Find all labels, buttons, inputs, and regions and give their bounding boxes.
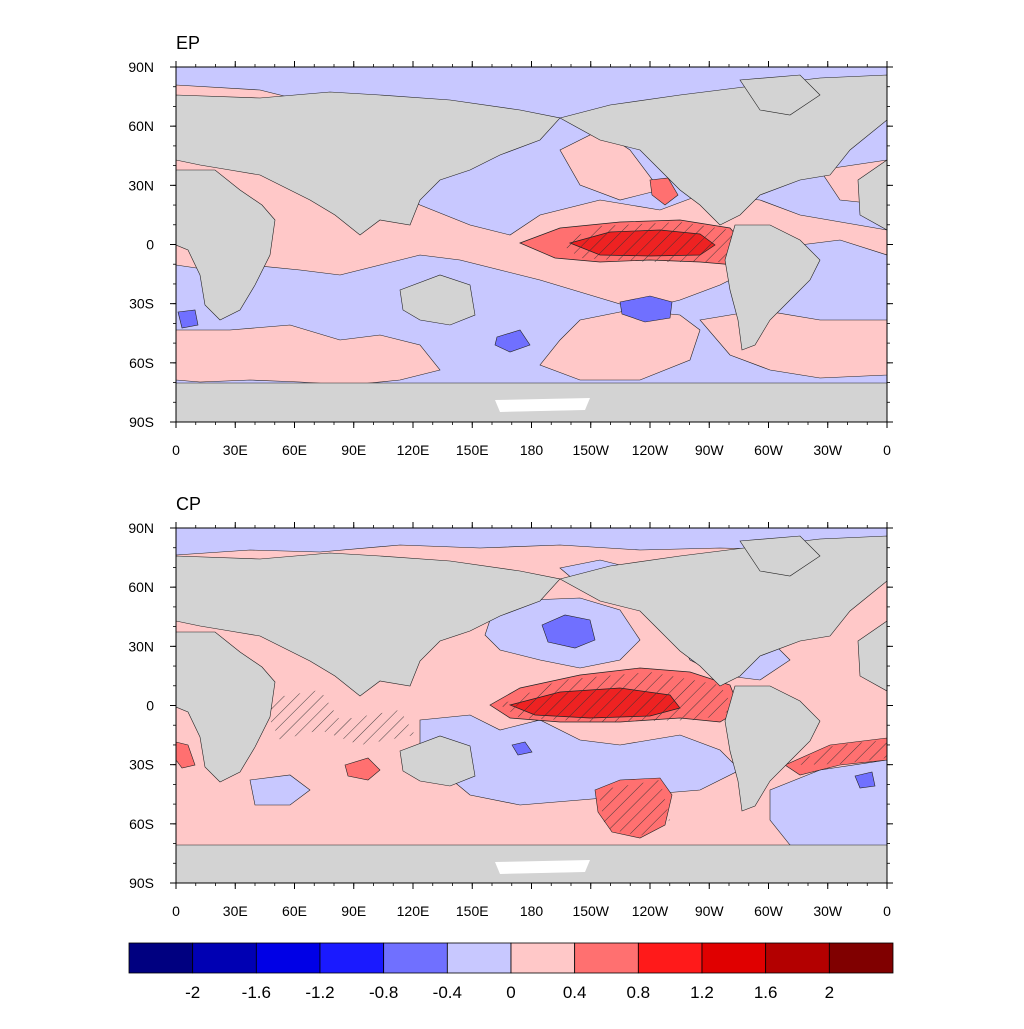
lon-label: 150W [572, 903, 609, 919]
colorbar: -2 -1.6 -1.2 -0.8 -0.4 0 0.4 0.8 1.2 1.6 2 [128, 942, 894, 1002]
lon-label: 30E [223, 903, 248, 919]
colorbar-swatch [446, 942, 512, 974]
lat-label: 60S [129, 355, 154, 371]
cp-south-pacific-hatch [598, 780, 670, 836]
lat-label: 30N [128, 177, 154, 193]
cp-south-atlantic-low [854, 771, 876, 789]
colorbar-swatch [319, 942, 385, 974]
panel-ep-map [176, 67, 887, 422]
lon-label: 60W [754, 442, 784, 458]
ep-tasman-low [494, 329, 531, 353]
lon-label: 150E [456, 903, 489, 919]
colorbar-swatch [192, 942, 257, 974]
colorbar-label: 0 [506, 983, 515, 1002]
cp-southwest-atlantic-high [176, 741, 196, 769]
lat-label: 30S [129, 757, 154, 773]
colorbar-swatch [637, 942, 703, 974]
colorbar-label: 2 [825, 983, 834, 1002]
lon-label: 30W [813, 903, 843, 919]
lon-label: 150W [572, 442, 609, 458]
lon-label: 120E [397, 903, 430, 919]
panel-cp-map [176, 528, 887, 883]
panel-ep: EP [128, 33, 893, 458]
ep-south-atlantic-low [177, 309, 199, 329]
lat-label: 0 [146, 698, 154, 714]
cp-north-pacific-low [541, 614, 596, 649]
panel-cp-title: CP [176, 494, 201, 514]
lon-label: 60E [282, 442, 307, 458]
ep-baja-anomaly [649, 177, 679, 206]
colorbar-label: -2 [185, 983, 200, 1002]
colorbar-swatch [255, 942, 321, 974]
lon-label: 0 [172, 442, 180, 458]
colorbar-swatch [128, 942, 194, 974]
colorbar-label: 1.6 [754, 983, 778, 1002]
colorbar-label: -0.8 [369, 983, 398, 1002]
lon-label: 150E [456, 442, 489, 458]
cp-indian-ocean-high [344, 757, 381, 781]
lat-label: 90N [128, 520, 154, 536]
lon-label: 90E [341, 442, 366, 458]
cp-south-atlantic-hatch [790, 740, 887, 765]
lon-label: 0 [883, 903, 891, 919]
panel-ep-ticks: 90N 60N 30N 0 30S 60S 90S 0 30E 60E 90E 120E 150E 180… [128, 59, 893, 458]
cp-indian-ocean-hatch [260, 690, 415, 745]
colorbar-label: 0.4 [563, 983, 587, 1002]
lat-label: 60N [128, 579, 154, 595]
lon-label: 90E [341, 903, 366, 919]
panel-cp-ticks: 90N 60N 30N 0 30S 60S 90S 0 30E 60E 90E 120E 150E 180… [128, 520, 893, 919]
lon-label: 180 [520, 903, 544, 919]
lon-label: 90W [695, 442, 725, 458]
lat-label: 90N [128, 59, 154, 75]
cp-tasman-low [511, 741, 533, 756]
lat-label: 0 [146, 237, 154, 253]
positive-anomaly-regions [176, 84, 887, 386]
lon-label: 120W [632, 903, 669, 919]
lon-label: 180 [520, 442, 544, 458]
colorbar-swatch [383, 942, 448, 974]
lat-label: 90S [129, 414, 154, 430]
panel-ep-title: EP [176, 33, 200, 53]
cp-significance-hatch [500, 672, 735, 722]
lat-label: 30S [129, 296, 154, 312]
ice-shelf [495, 398, 590, 412]
colorbar-swatch [510, 942, 576, 974]
colorbar-label: 0.8 [627, 983, 651, 1002]
lon-label: 0 [172, 903, 180, 919]
colorbar-label: -0.4 [433, 983, 462, 1002]
colorbar-label: 1.2 [690, 983, 714, 1002]
panel-cp: CP [128, 494, 893, 919]
colorbar-label: -1.6 [242, 983, 271, 1002]
lon-label: 120W [632, 442, 669, 458]
lon-label: 30E [223, 442, 248, 458]
colorbar-label: -1.2 [305, 983, 334, 1002]
lon-label: 30W [813, 442, 843, 458]
ice-shelf [495, 860, 590, 874]
lat-label: 30N [128, 638, 154, 654]
lon-label: 0 [883, 442, 891, 458]
colorbar-swatch [574, 942, 639, 974]
colorbar-swatch [701, 942, 767, 974]
lat-label: 60S [129, 816, 154, 832]
lat-label: 60N [128, 118, 154, 134]
colorbar-swatch [828, 942, 894, 974]
lon-label: 120E [397, 442, 430, 458]
lat-label: 90S [129, 875, 154, 891]
ep-south-pacific-low [619, 295, 673, 323]
colorbar-swatch [765, 942, 830, 974]
ep-significance-hatch [560, 222, 742, 262]
lon-label: 60E [282, 903, 307, 919]
lon-label: 90W [695, 903, 725, 919]
lon-label: 60W [754, 903, 784, 919]
